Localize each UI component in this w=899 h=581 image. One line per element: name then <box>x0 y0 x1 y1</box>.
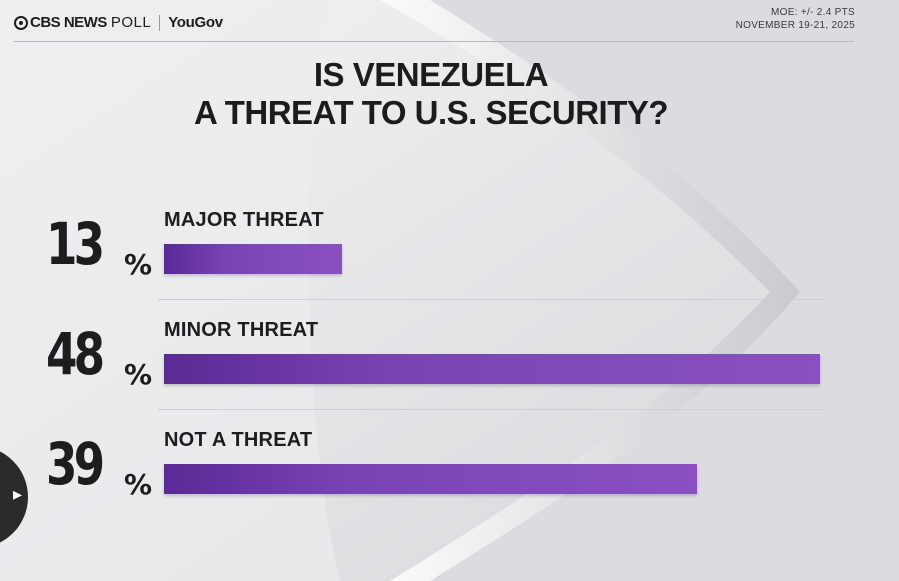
value-label: 48% <box>46 320 152 391</box>
brand-partner: YouGov <box>168 14 223 31</box>
chart-title-line-1: IS VENEZUELA <box>313 56 549 93</box>
category-label: MAJOR THREAT <box>164 209 324 231</box>
brand-logo: CBS NEWS POLL YouGov <box>14 14 223 31</box>
bar <box>164 244 342 274</box>
brand-secondary: POLL <box>110 14 152 31</box>
chart-title-line-2: A THREAT TO U.S. SECURITY? <box>193 94 669 131</box>
margin-of-error: MOE: +/- 2.4 PTS <box>771 7 855 18</box>
chart-title: IS VENEZUELA A THREAT TO U.S. SECURITY? <box>0 56 862 132</box>
arrow-icon: ▸ <box>12 484 22 504</box>
category-label: NOT A THREAT <box>164 429 313 451</box>
percent-sign: % <box>124 358 153 391</box>
row-divider <box>158 409 826 410</box>
value-label: 13% <box>46 210 152 281</box>
row-divider <box>158 299 826 300</box>
value-number: 13 <box>46 210 105 278</box>
value-number: 48 <box>46 320 105 388</box>
percent-sign: % <box>124 248 153 281</box>
percent-sign: % <box>124 468 153 501</box>
header-rule <box>14 41 854 42</box>
value-number: 39 <box>46 430 105 498</box>
category-label: MINOR THREAT <box>164 319 319 341</box>
bar <box>164 354 820 384</box>
poll-meta: MOE: +/- 2.4 PTS NOVEMBER 19-21, 2025 <box>736 6 855 32</box>
poll-dates: NOVEMBER 19-21, 2025 <box>735 20 855 31</box>
brand-separator <box>159 14 161 31</box>
brand-primary: CBS NEWS <box>30 14 107 31</box>
cbs-eye-icon <box>14 15 28 30</box>
bar <box>164 464 697 494</box>
value-label: 39% <box>46 430 152 501</box>
